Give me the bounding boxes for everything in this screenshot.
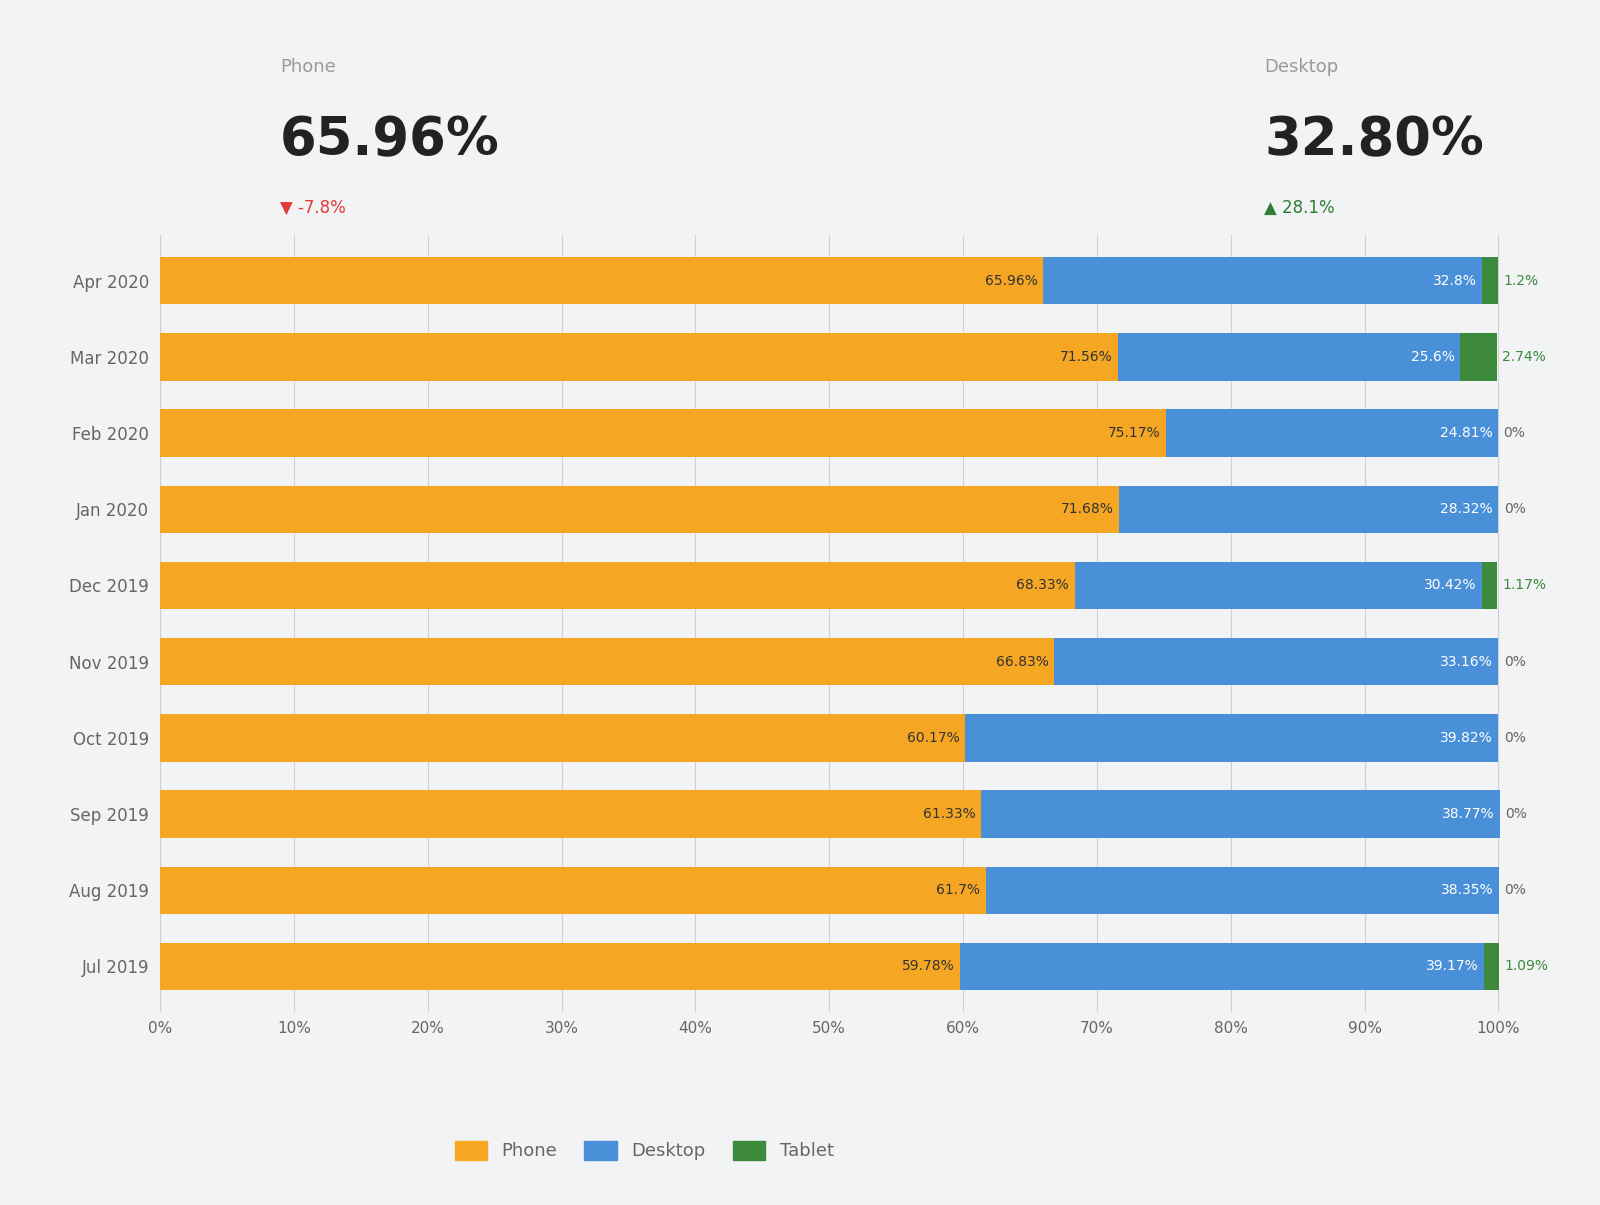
Bar	[1075, 562, 1482, 609]
Text: 71.56%: 71.56%	[1059, 349, 1112, 364]
Bar	[160, 942, 960, 991]
Text: 38.77%: 38.77%	[1442, 807, 1494, 821]
Text: 61.7%: 61.7%	[936, 883, 981, 898]
Text: 38.35%: 38.35%	[1442, 883, 1494, 898]
Text: 65.96%: 65.96%	[984, 274, 1037, 288]
Bar	[1166, 410, 1498, 457]
Text: ▲ 28.1%: ▲ 28.1%	[1264, 199, 1334, 217]
Text: 33.16%: 33.16%	[1440, 654, 1493, 669]
Text: 75.17%: 75.17%	[1109, 427, 1160, 440]
Text: 61.33%: 61.33%	[923, 807, 976, 821]
Legend: Phone, Desktop, Tablet: Phone, Desktop, Tablet	[448, 1134, 842, 1168]
Text: 0%: 0%	[1504, 654, 1525, 669]
Bar	[965, 715, 1498, 762]
Bar	[160, 866, 986, 913]
Bar	[981, 790, 1499, 837]
Bar	[1118, 334, 1461, 381]
Text: 65.96%: 65.96%	[280, 114, 499, 166]
Bar	[1485, 942, 1499, 991]
Bar	[160, 410, 1166, 457]
Bar	[160, 257, 1043, 305]
Text: 0%: 0%	[1504, 883, 1526, 898]
Text: 59.78%: 59.78%	[902, 959, 955, 974]
Text: Phone: Phone	[280, 58, 336, 76]
Text: 30.42%: 30.42%	[1424, 578, 1477, 593]
Text: 1.2%: 1.2%	[1504, 274, 1539, 288]
Text: 71.68%: 71.68%	[1061, 502, 1114, 516]
Text: 39.82%: 39.82%	[1440, 731, 1493, 745]
Bar	[160, 715, 965, 762]
Bar	[1482, 562, 1498, 609]
Text: 25.6%: 25.6%	[1411, 349, 1454, 364]
Text: 0%: 0%	[1504, 502, 1526, 516]
Text: 32.8%: 32.8%	[1432, 274, 1477, 288]
Bar	[1043, 257, 1482, 305]
Text: 28.32%: 28.32%	[1440, 502, 1493, 516]
Bar	[1461, 334, 1498, 381]
Text: 0%: 0%	[1506, 807, 1526, 821]
Bar	[960, 942, 1485, 991]
Text: 24.81%: 24.81%	[1440, 427, 1493, 440]
Bar	[160, 486, 1120, 533]
Text: Desktop: Desktop	[1264, 58, 1338, 76]
Bar	[1120, 486, 1499, 533]
Text: 0%: 0%	[1504, 731, 1525, 745]
Text: 66.83%: 66.83%	[997, 654, 1050, 669]
Text: 32.80%: 32.80%	[1264, 114, 1483, 166]
Text: 68.33%: 68.33%	[1016, 578, 1069, 593]
Bar	[160, 790, 981, 837]
Text: 39.17%: 39.17%	[1426, 959, 1478, 974]
Bar	[1054, 639, 1498, 686]
Text: 2.74%: 2.74%	[1502, 349, 1546, 364]
Bar	[160, 562, 1075, 609]
Bar	[160, 334, 1118, 381]
Bar	[1482, 257, 1498, 305]
Bar	[986, 866, 1499, 913]
Text: 1.17%: 1.17%	[1502, 578, 1547, 593]
Text: 1.09%: 1.09%	[1504, 959, 1549, 974]
Text: 60.17%: 60.17%	[907, 731, 960, 745]
Bar	[160, 639, 1054, 686]
Text: ▼ -7.8%: ▼ -7.8%	[280, 199, 346, 217]
Text: 0%: 0%	[1504, 427, 1525, 440]
